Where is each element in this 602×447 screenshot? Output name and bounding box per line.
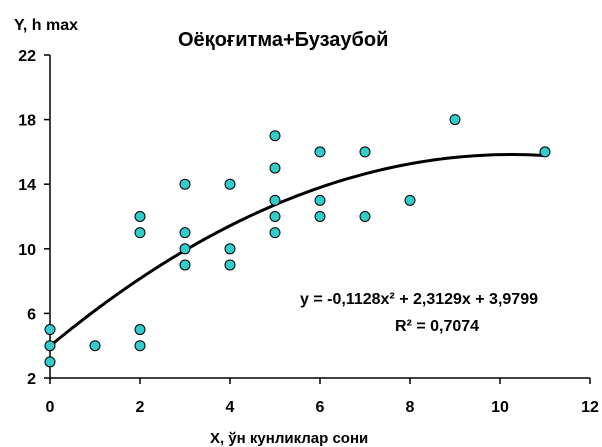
data-point bbox=[44, 340, 56, 352]
x-tick-label: 0 bbox=[46, 399, 55, 416]
x-tick-label: 2 bbox=[136, 399, 145, 416]
data-point bbox=[134, 340, 146, 352]
data-point bbox=[359, 211, 371, 222]
y-tick-label: 2 bbox=[27, 371, 36, 388]
data-point bbox=[224, 178, 236, 190]
data-point bbox=[134, 211, 146, 222]
y-tick-label: 10 bbox=[18, 242, 36, 259]
data-point bbox=[269, 130, 281, 142]
x-tick-label: 8 bbox=[406, 399, 415, 416]
data-point bbox=[179, 178, 191, 190]
data-point bbox=[314, 194, 326, 206]
data-point bbox=[134, 227, 146, 239]
data-point bbox=[314, 211, 326, 222]
data-point bbox=[44, 356, 56, 368]
data-point bbox=[449, 114, 461, 126]
x-axis-label: X, ўн кунликлар сони bbox=[210, 430, 368, 447]
data-point bbox=[89, 340, 101, 352]
y-tick-label: 14 bbox=[18, 177, 36, 194]
y-tick-label: 6 bbox=[27, 306, 36, 323]
x-tick-label: 6 bbox=[316, 399, 325, 416]
data-point bbox=[224, 243, 236, 255]
r-squared-label: R² = 0,7074 bbox=[395, 318, 479, 335]
data-point bbox=[359, 146, 371, 158]
data-point bbox=[314, 146, 326, 158]
x-tick-label: 12 bbox=[581, 399, 599, 416]
data-point bbox=[404, 194, 416, 206]
x-tick-label: 4 bbox=[226, 399, 235, 416]
data-point bbox=[44, 324, 56, 336]
data-point bbox=[179, 227, 191, 239]
data-point bbox=[269, 194, 281, 206]
trendline bbox=[49, 153, 546, 348]
data-point bbox=[269, 227, 281, 239]
data-point bbox=[179, 259, 191, 271]
y-tick-label: 18 bbox=[18, 113, 36, 130]
y-tick-label: 22 bbox=[18, 48, 36, 65]
data-point bbox=[179, 243, 191, 255]
y-axis-label: Y, h max bbox=[14, 17, 78, 34]
data-point bbox=[134, 324, 146, 336]
ticks bbox=[44, 54, 591, 384]
data-point bbox=[539, 146, 551, 158]
data-point bbox=[224, 259, 236, 271]
data-point bbox=[269, 162, 281, 174]
data-points bbox=[44, 114, 551, 368]
chart-title: Оёқоғитма+Бузаубой bbox=[178, 29, 388, 51]
trendline-equation: y = -0,1128x² + 2,3129x + 3,9799 bbox=[300, 291, 538, 308]
x-tick-label: 10 bbox=[491, 399, 509, 416]
data-point bbox=[269, 211, 281, 222]
